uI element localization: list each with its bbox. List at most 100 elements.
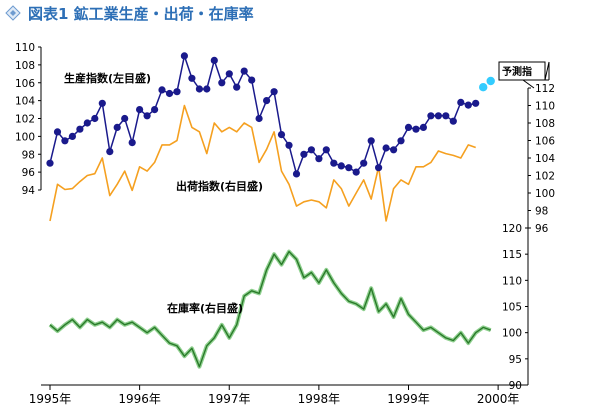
series-3 [48,249,492,369]
inventory-axis-tick-label: 95 [509,354,522,366]
production-point [143,112,151,120]
production-point [188,74,196,82]
production-point [322,146,330,154]
forecast-callout-box [498,61,546,81]
production-point [390,146,398,154]
production-point [225,70,233,78]
production-point [404,123,413,131]
production-point [158,86,166,94]
production-point [61,137,69,145]
shipments-axis-tick-label: 100 [535,188,555,200]
production-point [434,112,442,120]
production-point [442,112,450,120]
production-point [203,85,211,93]
production-point [345,164,353,172]
shipments-axis-tick-label: 112 [535,83,555,95]
x-axis-tick-label: 1998年 [298,392,341,406]
production-point [270,88,278,96]
production-point [337,162,345,170]
inventory-label: 在庫率(右目盛) [167,301,243,315]
production-point [449,117,457,125]
shipments-axis-tick-label: 102 [535,171,555,183]
production-point [277,131,286,139]
production-point [53,128,62,136]
production-point [367,137,375,145]
forecast-point [479,83,488,92]
production-point [98,99,106,107]
shipments-axis-tick-label: 106 [535,136,555,148]
production-point [352,168,360,176]
inventory-axis-tick-label: 120 [502,223,522,235]
production-point [285,141,293,149]
production-line [49,55,476,175]
production-point [83,119,91,127]
production-point [464,101,472,109]
inventory-line [49,250,491,368]
shipments-axis-tick-label: 104 [535,153,555,165]
production-point [136,106,144,114]
series-1 [479,76,495,92]
title-icon [5,5,21,21]
production-label: 生産指数(左目盛) [64,71,151,85]
production-point [233,83,241,91]
shipments-axis-tick-label: 96 [535,223,549,235]
production-point [427,112,435,120]
production-point [195,85,203,93]
production-point [375,164,383,172]
x-axis-tick-label: 2000年 [477,392,520,406]
inventory-axis-tick-label: 105 [502,302,522,314]
inventory-axis-tick-label: 100 [502,328,522,340]
x-axis-tick-label: 1997年 [208,392,251,406]
series-0 [46,52,480,178]
shipments-axis-tick-label: 108 [535,118,555,130]
shipments-axis-tick-label: 98 [535,206,548,218]
shipments-axis-tick-label: 110 [535,101,555,113]
forecast-point [486,76,495,86]
production-point [315,155,323,163]
inventory-line-halo [48,249,492,369]
production-point [397,137,405,145]
inventory-axis-tick-label: 90 [509,380,522,392]
axes [40,47,529,386]
production-point [248,76,256,84]
production-point [307,146,315,154]
production-point [76,125,84,133]
production-point [180,52,188,60]
shipments-label: 出荷指数(右目盛) [176,179,263,193]
x-axis-tick-label: 1995年 [29,392,72,406]
production-point [240,67,248,75]
production-point [68,132,76,140]
production-point [330,159,338,167]
left-axis-tick-label: 110 [15,42,35,54]
x-axis-tick-label: 1999年 [387,392,430,406]
production-point [165,89,174,98]
production-point [472,99,480,107]
x-axis-tick-label: 1996年 [118,392,161,406]
left-axis-tick-label: 100 [15,131,35,143]
production-point [457,98,465,106]
left-axis-tick-label: 104 [15,96,35,108]
left-axis-tick-label: 98 [22,149,35,161]
production-point [360,159,368,167]
chart-title: 図表1 鉱工業生産・出荷・在庫率 [28,5,254,23]
production-point [113,123,121,131]
production-point [91,114,99,123]
production-point [263,97,271,105]
left-axis-tick-label: 96 [22,167,36,179]
production-point [255,114,263,123]
inventory-axis-tick-label: 115 [502,249,522,261]
left-axis-tick-label: 94 [22,185,36,197]
production-point [128,139,136,147]
production-point [151,106,159,114]
left-axis-tick-label: 108 [15,60,35,72]
production-point [412,125,420,133]
forecast-callout: 予測指 [498,61,550,89]
shipments-line [49,104,476,222]
left-axis-tick-label: 106 [15,78,35,90]
left-axis-tick-label: 102 [15,114,35,126]
production-point [210,56,218,64]
forecast-callout-pointer [522,79,535,89]
series-2 [49,104,476,222]
